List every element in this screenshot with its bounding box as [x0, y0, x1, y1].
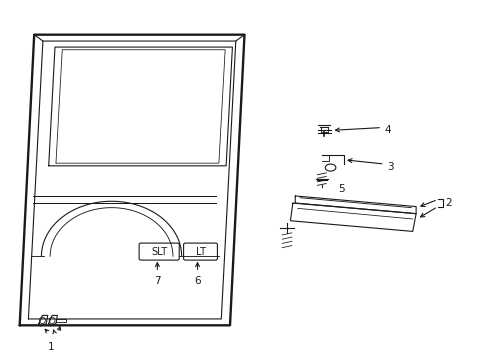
Text: 5: 5 — [337, 184, 344, 194]
Text: 3: 3 — [386, 162, 393, 171]
Text: 4: 4 — [384, 125, 390, 135]
Text: 1: 1 — [48, 342, 54, 352]
Text: 2: 2 — [444, 198, 451, 208]
Text: LT: LT — [195, 247, 205, 257]
Text: SLT: SLT — [151, 247, 167, 257]
Text: 7: 7 — [154, 276, 161, 286]
Text: 6: 6 — [194, 276, 201, 286]
